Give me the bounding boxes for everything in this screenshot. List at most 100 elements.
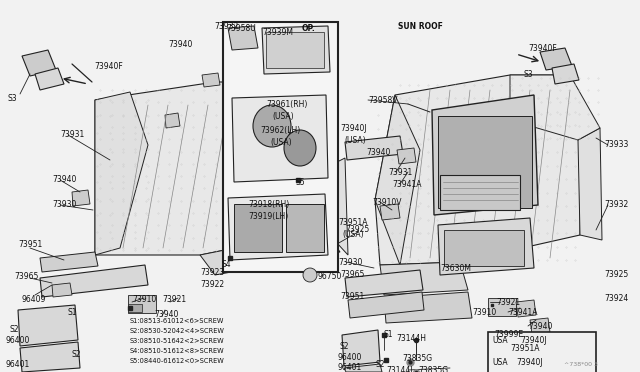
Polygon shape	[232, 95, 328, 182]
Polygon shape	[200, 230, 340, 275]
Polygon shape	[20, 342, 80, 372]
Polygon shape	[345, 136, 403, 160]
Text: 73951: 73951	[340, 292, 364, 301]
Bar	[128, 304, 142, 312]
Text: S5: S5	[296, 178, 306, 187]
Polygon shape	[530, 318, 550, 334]
Text: 73940: 73940	[154, 310, 179, 319]
Text: 73921: 73921	[162, 295, 186, 304]
Text: 73630M: 73630M	[440, 264, 471, 273]
Polygon shape	[40, 252, 98, 272]
Text: 73918(RH): 73918(RH)	[248, 200, 289, 209]
Text: 96409: 96409	[22, 295, 46, 304]
Text: 73930: 73930	[52, 200, 76, 209]
Polygon shape	[578, 128, 602, 240]
Text: 96750: 96750	[318, 272, 342, 281]
Text: S1: S1	[68, 308, 77, 317]
Ellipse shape	[284, 130, 316, 166]
Text: (USA): (USA)	[342, 230, 364, 239]
Text: S3: S3	[8, 94, 18, 103]
Text: S2: S2	[340, 342, 349, 351]
Polygon shape	[380, 204, 400, 220]
Text: 73919(LH): 73919(LH)	[248, 212, 288, 221]
Text: 73144H: 73144H	[396, 334, 426, 343]
Text: (USA): (USA)	[270, 138, 292, 147]
Text: 73961(RH): 73961(RH)	[266, 100, 307, 109]
Text: S1:08513-61012<6>SCREW: S1:08513-61012<6>SCREW	[130, 318, 225, 324]
Text: 73951: 73951	[18, 240, 42, 249]
Text: (USA): (USA)	[272, 112, 294, 121]
Text: 73910V: 73910V	[372, 198, 401, 207]
Text: 73940: 73940	[168, 40, 193, 49]
Text: 73144J: 73144J	[386, 366, 413, 372]
Polygon shape	[345, 270, 423, 297]
Polygon shape	[35, 68, 64, 90]
Text: 73940F: 73940F	[94, 62, 123, 71]
Text: 73940J: 73940J	[520, 336, 547, 345]
Polygon shape	[552, 64, 579, 84]
Text: 73958U: 73958U	[226, 24, 256, 33]
Bar	[223, 22, 338, 272]
Text: S2: S2	[10, 325, 19, 334]
Polygon shape	[342, 330, 380, 366]
Polygon shape	[262, 26, 330, 74]
Text: S3: S3	[524, 70, 534, 79]
Text: S4:08510-51612<8>SCREW: S4:08510-51612<8>SCREW	[130, 348, 225, 354]
Polygon shape	[510, 75, 600, 140]
Text: 73940: 73940	[366, 148, 390, 157]
Polygon shape	[375, 75, 580, 265]
Text: S4: S4	[222, 260, 232, 269]
Text: 73910: 73910	[132, 295, 156, 304]
Text: 73910: 73910	[472, 308, 496, 317]
Polygon shape	[22, 50, 56, 76]
Text: 96400: 96400	[338, 353, 362, 362]
Text: 73999E: 73999E	[494, 330, 523, 339]
Polygon shape	[325, 158, 348, 255]
Bar	[266, 32, 324, 68]
Text: 73931: 73931	[60, 130, 84, 139]
Polygon shape	[516, 300, 536, 317]
Text: 73924: 73924	[604, 294, 628, 303]
Text: 73941A: 73941A	[392, 180, 422, 189]
Polygon shape	[432, 95, 538, 215]
Text: 73932: 73932	[604, 200, 628, 209]
Text: ^738*00 3: ^738*00 3	[564, 362, 598, 367]
Polygon shape	[375, 95, 420, 265]
Polygon shape	[72, 190, 90, 206]
Bar	[286, 204, 324, 252]
Text: 73958V: 73958V	[368, 96, 397, 105]
Text: 73922: 73922	[200, 280, 224, 289]
Text: 73923: 73923	[200, 268, 224, 277]
Bar	[488, 298, 516, 316]
Polygon shape	[397, 148, 416, 164]
Text: 73930: 73930	[338, 258, 362, 267]
Polygon shape	[52, 283, 72, 297]
Bar	[488, 332, 596, 372]
Text: 73925: 73925	[604, 270, 628, 279]
Bar	[234, 204, 282, 252]
Polygon shape	[540, 48, 572, 70]
Circle shape	[303, 268, 317, 282]
Text: 73940J: 73940J	[340, 124, 367, 133]
Polygon shape	[348, 292, 424, 318]
Polygon shape	[18, 305, 78, 346]
Bar	[440, 175, 520, 210]
Text: 96401: 96401	[6, 360, 30, 369]
Text: S2: S2	[376, 360, 385, 369]
Text: 73921: 73921	[496, 298, 520, 307]
Text: S3:08510-51642<2>SCREW: S3:08510-51642<2>SCREW	[130, 338, 225, 344]
Ellipse shape	[253, 105, 291, 147]
Text: 73951A: 73951A	[338, 218, 367, 227]
Bar	[128, 295, 156, 313]
Text: 73932: 73932	[214, 22, 238, 31]
Text: 73965: 73965	[14, 272, 38, 281]
Text: 73939M: 73939M	[262, 28, 293, 37]
Text: 96401: 96401	[338, 363, 362, 372]
Polygon shape	[202, 73, 220, 87]
Text: 73933: 73933	[604, 140, 628, 149]
Text: 73925: 73925	[345, 225, 369, 234]
Polygon shape	[438, 218, 534, 275]
Text: USA: USA	[492, 358, 508, 367]
Bar	[438, 116, 532, 208]
Text: 73940: 73940	[528, 322, 552, 331]
